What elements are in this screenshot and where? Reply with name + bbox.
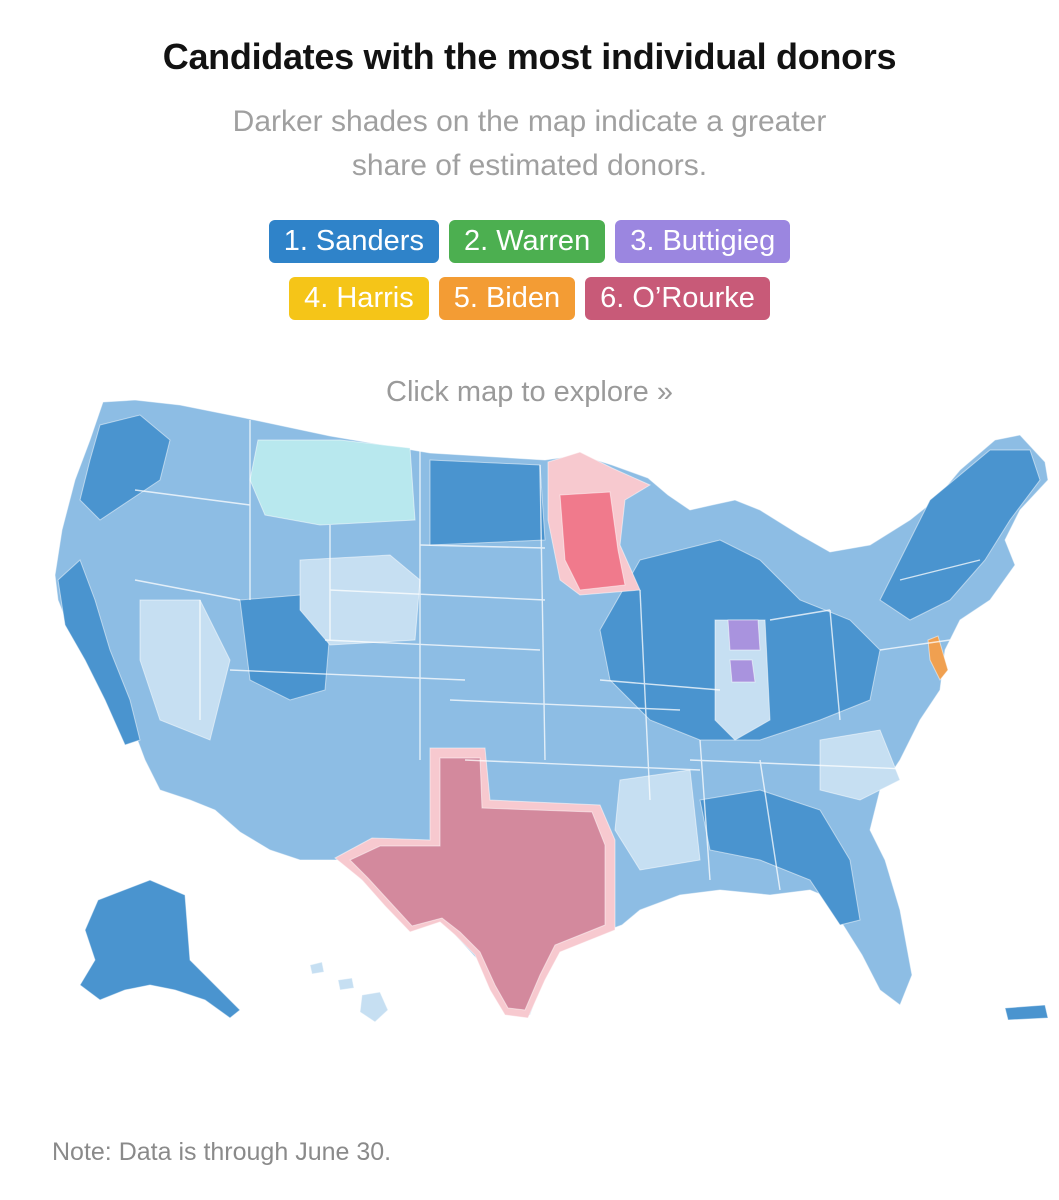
region-wyoming-light — [299, 554, 421, 646]
region-alaska — [79, 879, 241, 1019]
us-donor-map[interactable] — [0, 395, 1059, 1040]
subtitle-line-2: share of estimated donors. — [351, 149, 708, 182]
region-north-plains — [429, 459, 546, 546]
region-southeast — [699, 789, 861, 926]
page-title: Candidates with the most individual dono… — [162, 36, 897, 77]
region-hawaii-oahu — [309, 961, 325, 975]
region-minnesota-core — [559, 491, 626, 591]
region-puerto-rico — [1004, 1004, 1049, 1021]
region-mississippi-light — [614, 769, 701, 871]
subtitle-line-1: Darker shades on the map indicate a grea… — [232, 105, 827, 138]
region-hawaii-big-island — [359, 991, 389, 1023]
region-hawaii-maui — [337, 977, 355, 991]
legend-row-1: 1. Sanders 2. Warren 3. Buttigieg — [200, 220, 859, 263]
state-borders — [134, 420, 981, 891]
legend-chip-harris[interactable]: 4. Harris — [289, 277, 429, 320]
legend-chip-buttigieg[interactable]: 3. Buttigieg — [615, 220, 791, 263]
legend-chip-sanders[interactable]: 1. Sanders — [268, 220, 439, 263]
region-delaware-biden — [927, 635, 949, 681]
legend-chip-warren[interactable]: 2. Warren — [448, 220, 606, 263]
candidate-legend: 1. Sanders 2. Warren 3. Buttigieg 4. Har… — [200, 220, 859, 320]
region-carolinas-light — [819, 729, 901, 801]
legend-chip-orourke[interactable]: 6. O’Rourke — [585, 277, 770, 320]
region-texas — [349, 757, 606, 1011]
region-northeast — [879, 449, 1041, 621]
footer-note: Note: Data is through June 30. — [52, 1138, 392, 1166]
legend-chip-biden[interactable]: 5. Biden — [438, 277, 576, 320]
page-subtitle: Darker shades on the map indicate a grea… — [200, 100, 859, 188]
region-indianapolis — [729, 659, 756, 683]
region-california-coast — [57, 559, 141, 746]
region-pacific-northwest — [79, 414, 171, 521]
region-montana-warren — [249, 439, 416, 526]
explore-map-link[interactable]: Click map to explore » — [386, 376, 673, 408]
region-south-bend — [727, 619, 761, 651]
legend-row-2: 4. Harris 5. Biden 6. O’Rourke — [200, 277, 859, 320]
